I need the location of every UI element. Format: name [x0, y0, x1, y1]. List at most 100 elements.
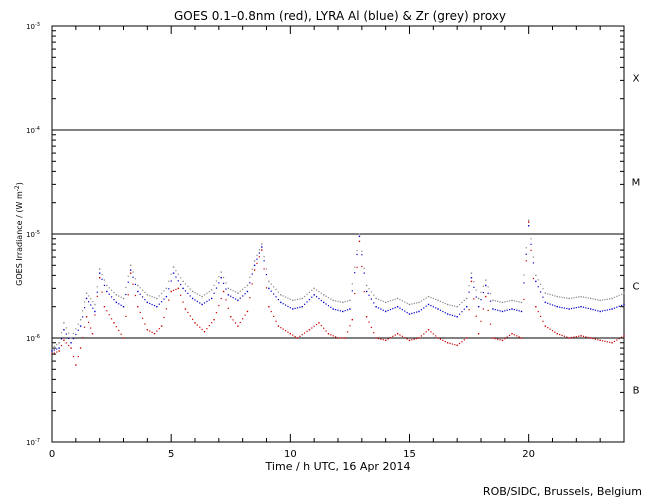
data-dot [370, 291, 372, 293]
data-dot [325, 303, 327, 305]
data-point [220, 277, 222, 279]
data-dot [423, 307, 425, 309]
data-point [511, 332, 513, 335]
data-dot [189, 315, 191, 317]
data-point [79, 318, 82, 321]
data-dot [373, 332, 375, 334]
data-point [94, 310, 96, 313]
data-dot [83, 301, 86, 303]
data-dot [609, 298, 611, 300]
data-point [427, 303, 430, 306]
data-dot [530, 238, 532, 240]
data-point [611, 342, 613, 344]
data-point [556, 305, 558, 308]
data-dot [597, 339, 599, 341]
data-point [203, 330, 206, 333]
data-dot [554, 331, 556, 333]
data-dot [72, 355, 75, 358]
data-dot [156, 330, 158, 332]
data-dot [435, 307, 437, 309]
data-dot [277, 291, 280, 293]
data-point [172, 272, 175, 274]
data-dot [587, 297, 589, 299]
data-dot [301, 334, 303, 336]
data-point [418, 337, 420, 339]
data-point [85, 316, 88, 318]
data-dot [594, 298, 596, 301]
data-dot [575, 336, 577, 338]
data-dot [404, 301, 406, 303]
data-dot [380, 299, 382, 302]
data-point [79, 347, 82, 349]
data-point [115, 301, 118, 304]
data-point [301, 297, 303, 300]
data-point [75, 364, 77, 366]
data-series [51, 219, 625, 366]
data-dot [566, 307, 568, 310]
credit-text: ROB/SIDC, Brussels, Belgium [483, 485, 642, 498]
data-point [70, 347, 72, 349]
data-point [342, 310, 344, 313]
data-point [261, 246, 263, 248]
data-dot [406, 311, 408, 314]
data-dot [139, 311, 141, 314]
data-dot [53, 345, 55, 347]
data-dot [139, 293, 141, 295]
data-point [511, 308, 513, 310]
data-point [477, 297, 480, 300]
flare-class-label: C [633, 281, 640, 292]
data-point [580, 295, 582, 298]
data-dot [509, 334, 511, 336]
data-dot [215, 312, 218, 314]
data-dot [90, 304, 92, 306]
data-dot [561, 296, 563, 298]
data-dot [573, 336, 575, 338]
data-dot [475, 296, 477, 298]
data-point [296, 337, 299, 339]
data-dot [153, 296, 156, 299]
data-point [466, 337, 468, 339]
data-dot [203, 294, 206, 296]
data-point [58, 342, 60, 344]
data-dot [621, 293, 623, 295]
data-point [106, 284, 108, 287]
data-dot [618, 337, 620, 340]
data-dot [566, 336, 568, 338]
data-dot [88, 295, 90, 297]
data-dot [451, 314, 453, 317]
y-axis-label-exp: -2 [14, 185, 21, 191]
data-point [301, 305, 303, 308]
data-dot [213, 292, 215, 294]
data-dot [296, 298, 299, 301]
data-dot [585, 336, 587, 338]
data-dot [344, 301, 346, 303]
data-dot [563, 297, 566, 299]
data-dot [208, 325, 210, 327]
data-dot [320, 324, 322, 327]
data-dot [549, 328, 551, 330]
data-dot [585, 307, 587, 309]
data-point [210, 289, 213, 291]
data-dot [83, 326, 86, 328]
data-point [527, 221, 530, 223]
data-dot [497, 300, 499, 302]
data-dot [251, 268, 253, 270]
data-dot [189, 295, 191, 297]
data-dot [335, 336, 337, 338]
data-dot [218, 304, 220, 307]
data-point [568, 297, 570, 300]
data-dot [442, 301, 444, 304]
data-dot [473, 298, 475, 300]
data-point [246, 310, 249, 313]
data-dot [270, 290, 272, 292]
data-dot [339, 337, 341, 339]
data-dot [394, 334, 396, 336]
data-dot [77, 355, 79, 358]
data-point [137, 305, 139, 308]
data-dot [585, 296, 587, 299]
data-dot [110, 318, 113, 320]
data-dot [551, 294, 554, 296]
data-dot [351, 283, 353, 285]
data-point [156, 297, 158, 300]
data-point [477, 332, 480, 335]
